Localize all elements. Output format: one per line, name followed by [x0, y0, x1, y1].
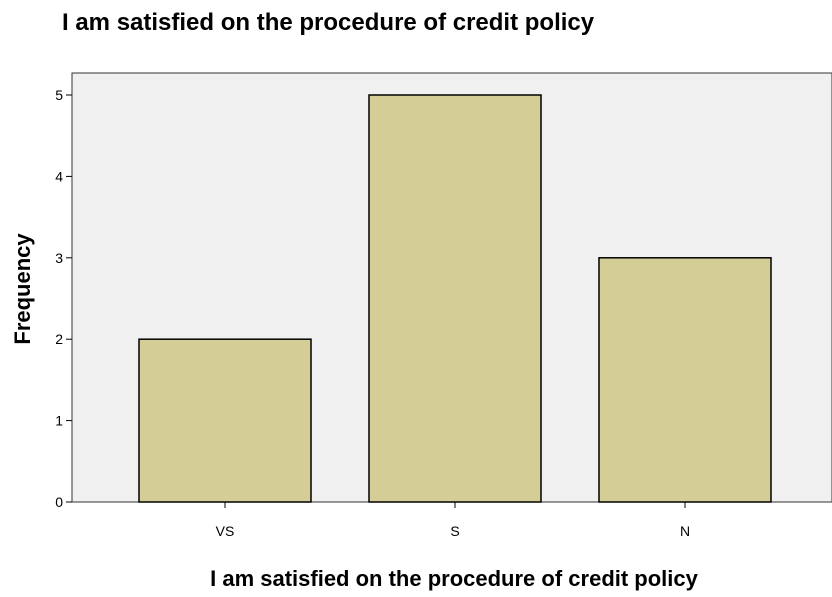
x-axis-title: I am satisfied on the procedure of credi…	[210, 566, 699, 591]
bar-n	[598, 257, 772, 503]
x-tick-label-s: S	[450, 523, 459, 539]
chart-title: I am satisfied on the procedure of credi…	[62, 9, 595, 36]
y-tick-label: 0	[55, 494, 63, 510]
y-tick-label: 4	[55, 168, 63, 184]
y-axis-title: Frequency	[10, 233, 35, 345]
x-axis-ticks: VS S N	[216, 502, 690, 539]
bar-s	[368, 94, 542, 503]
y-tick-label: 1	[55, 413, 63, 429]
x-tick-label-vs: VS	[216, 523, 235, 539]
x-tick-label-n: N	[680, 523, 690, 539]
y-tick-label: 5	[55, 87, 63, 103]
bar-vs	[138, 338, 312, 503]
y-tick-label: 3	[55, 250, 63, 266]
y-axis-ticks: 0 1 2 3 4 5	[55, 87, 72, 510]
y-tick-label: 2	[55, 331, 63, 347]
